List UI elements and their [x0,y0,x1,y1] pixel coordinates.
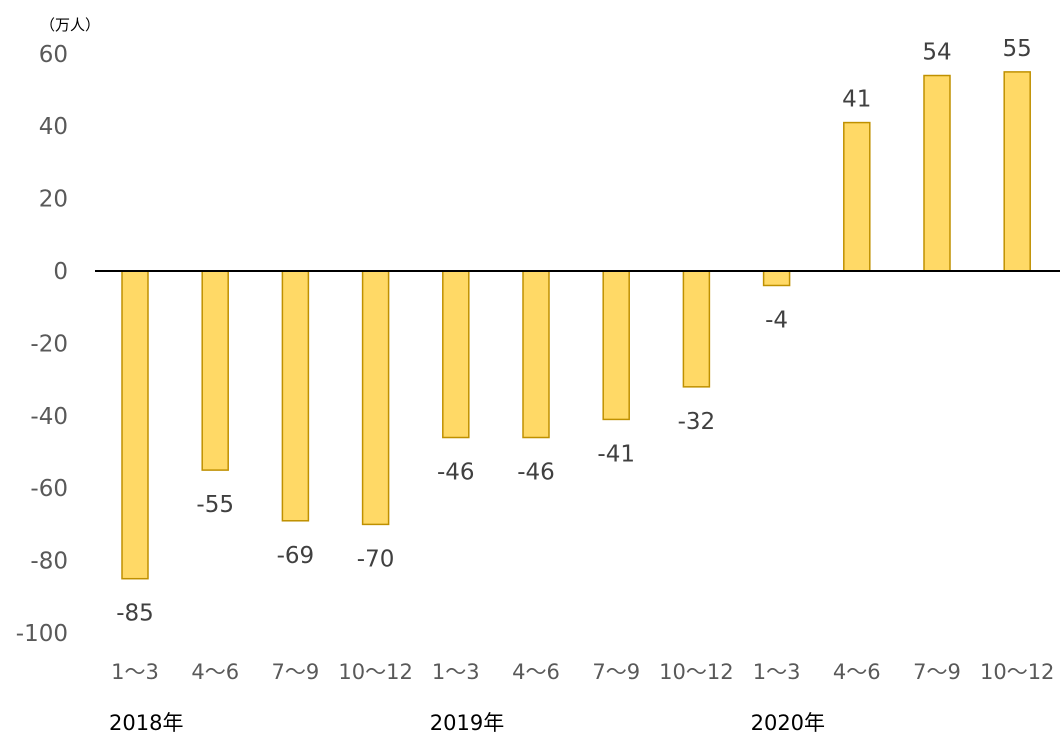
category-labels: 1～3 4～6 7～9 10～12 1～3 4～6 7～9 10～12 1～3 4～6 7～9 10～… [111,660,1054,684]
bar [361,270,390,526]
data-label: -32 [678,409,716,435]
bar [1003,71,1031,272]
category-label: 4～6 [512,660,560,684]
bar [843,121,871,272]
unit-label: （万人） [40,16,100,34]
data-label: -70 [357,546,395,572]
bar [602,270,630,421]
year-label: 2020年 [751,711,825,734]
y-tick-label: -80 [30,549,68,575]
data-label: -4 [765,307,788,333]
data-label: 54 [922,40,951,66]
category-label: 7～9 [272,660,320,684]
data-label: 55 [1003,36,1032,62]
category-label: 10～12 [338,660,412,684]
y-tick-label: -40 [30,404,68,430]
category-label: 1～3 [111,660,159,684]
category-label: 1～3 [432,660,480,684]
bar [281,270,310,522]
bar [121,270,149,580]
category-label: 1～3 [753,660,801,684]
y-tick-label: -60 [30,476,68,502]
y-tick-label: -100 [16,621,68,647]
category-label: 4～6 [833,660,881,684]
y-tick-label: 60 [39,42,68,68]
bar [522,270,550,439]
bar [682,270,711,388]
data-labels: -85 -55 -69 -70 -46 -46 -41 -32 -4 41 54 55 [116,36,1032,627]
category-label: 10～12 [659,660,733,684]
data-label: -46 [437,460,475,486]
bar [762,270,791,287]
y-tick-label: 40 [39,114,68,140]
y-tick-label: -20 [30,331,68,357]
y-axis-ticks: 60 40 20 0 -20 -40 -60 -80 -100 [16,42,68,647]
bar [442,270,470,439]
data-label: -55 [196,492,234,518]
data-label: -69 [277,543,315,569]
bar [201,270,229,471]
category-label: 4～6 [191,660,239,684]
data-label: 41 [842,87,871,113]
year-labels: 2018年 2019年 2020年 [109,711,825,734]
year-label: 2019年 [430,711,504,734]
data-label: -41 [597,441,635,467]
data-label: -46 [517,460,555,486]
category-label: 7～9 [913,660,961,684]
data-label: -85 [116,601,154,627]
bars [121,71,1031,580]
bar [923,74,951,272]
y-tick-label: 0 [53,259,68,285]
y-tick-label: 20 [39,187,68,213]
year-label: 2018年 [109,711,183,734]
category-label: 10～12 [980,660,1054,684]
category-label: 7～9 [592,660,640,684]
